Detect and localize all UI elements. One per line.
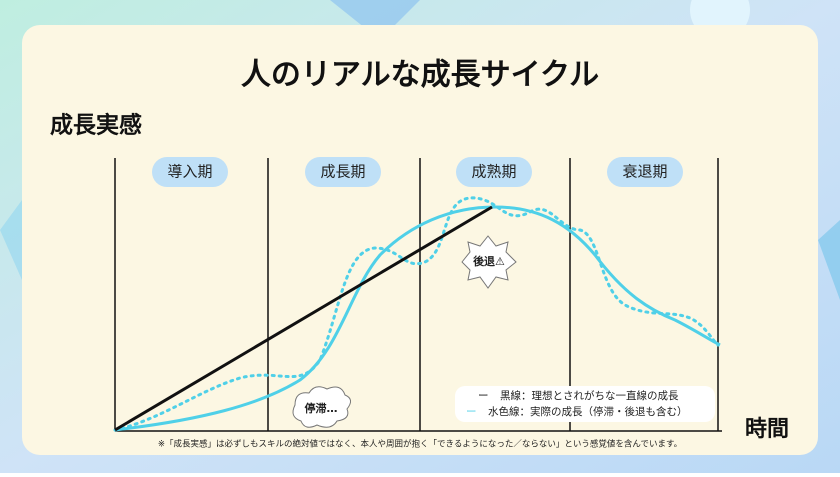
phase-label: 成長期 (320, 163, 365, 181)
phase-pill (305, 157, 381, 187)
regress-burst (461, 235, 517, 289)
legend-text: 黒線：理想とされがちな一直線の成長 (500, 389, 679, 402)
stall-text: 停滞… (305, 401, 338, 415)
fluctuation-curve (113, 196, 720, 432)
y-label: 成長実感 (50, 112, 142, 139)
legend-box (455, 386, 715, 422)
legend-mark: ー (466, 406, 477, 418)
decor (330, 0, 420, 40)
decor (818, 220, 840, 300)
phase-label: 導入期 (167, 163, 212, 181)
ideal-line (114, 205, 493, 432)
legend-mark: ー (478, 390, 489, 402)
regress-text: 後退⚠ (473, 254, 505, 268)
footnote: ※「成長実感」は必ずしもスキルの絶対値ではなく、本人や周囲が抱く「できるようにな… (158, 439, 682, 450)
x-label: 時間 (745, 417, 789, 442)
phase-label: 成熟期 (471, 163, 516, 181)
grid (114, 158, 722, 432)
decor (0, 200, 22, 280)
phase-pill (456, 157, 532, 187)
stall-bubble (292, 386, 351, 428)
legend-text: 水色線：実際の成長（停滞・後退も含む） (488, 405, 688, 418)
phase-label: 衰退期 (622, 163, 667, 181)
title: 人のリアルな成長サイクル (241, 58, 599, 93)
phase-pill (152, 157, 228, 187)
actual-curve (114, 205, 721, 432)
phase-pill (607, 157, 683, 187)
